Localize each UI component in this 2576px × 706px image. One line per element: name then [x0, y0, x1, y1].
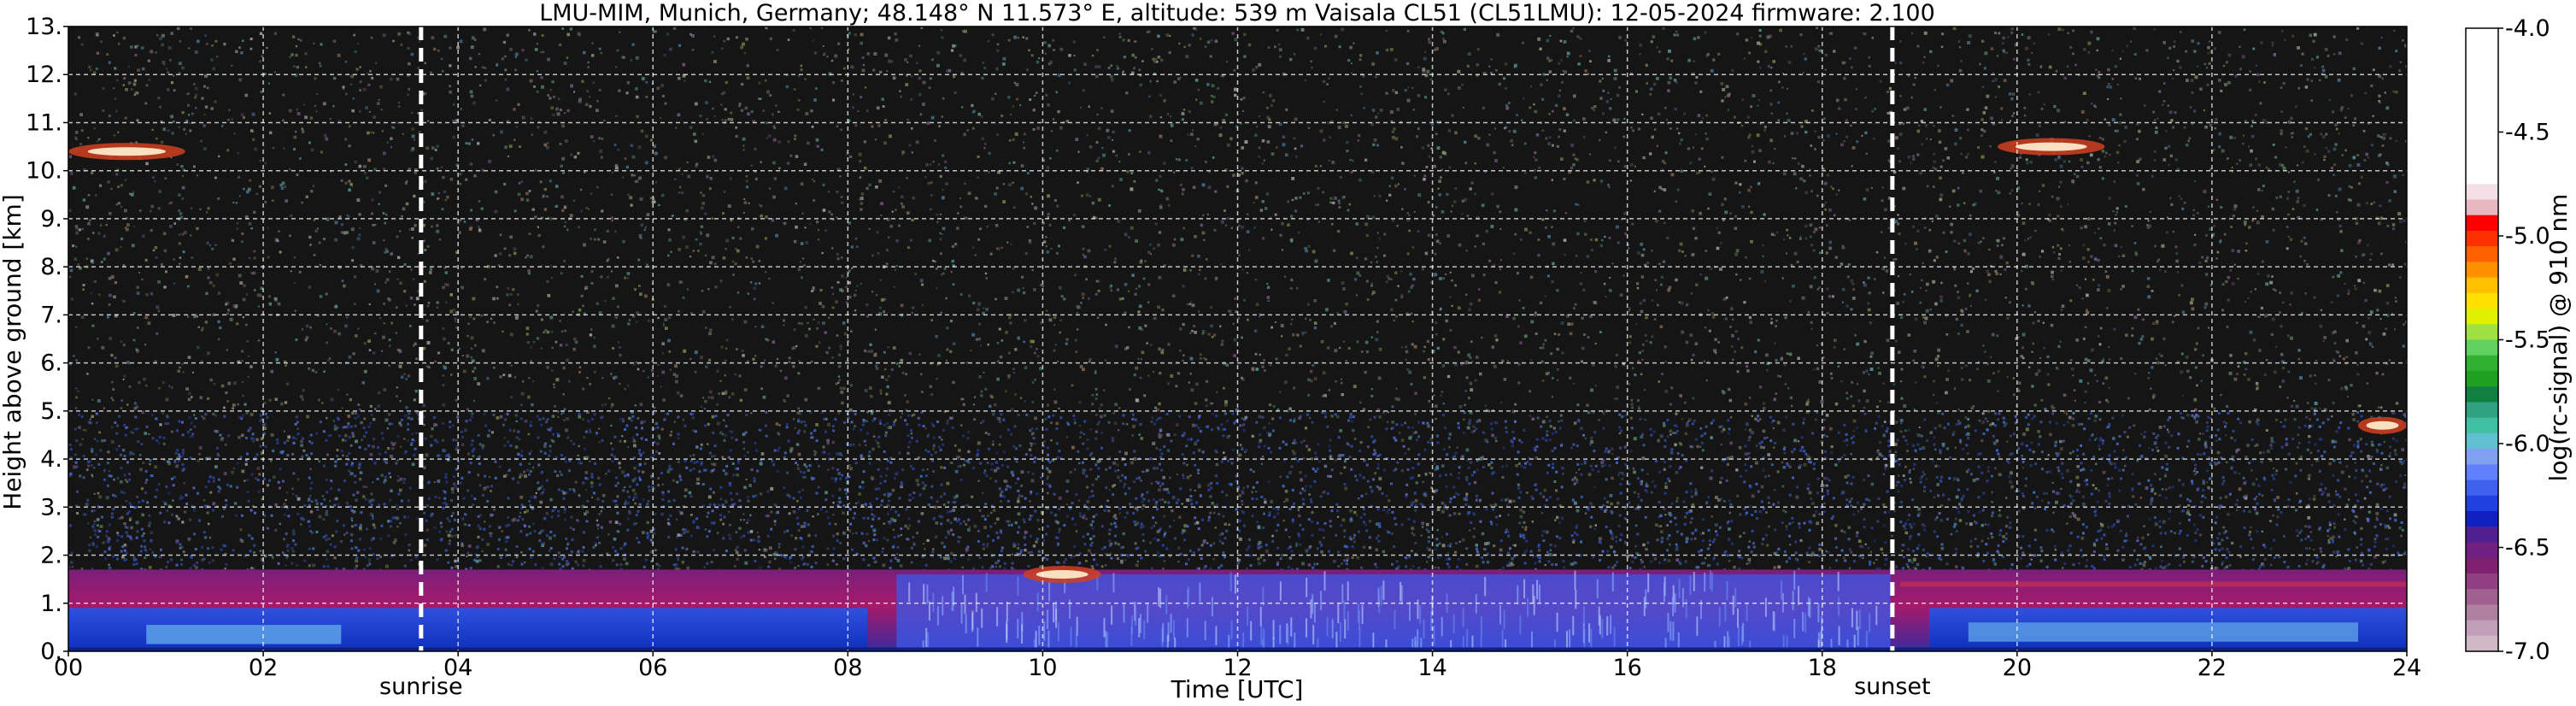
colorbar-tick-label: -5.5	[2505, 327, 2550, 354]
y-tick-label: 11.	[26, 109, 62, 136]
y-tick-label: 10.	[26, 158, 62, 185]
sunset-label: sunset	[1854, 674, 1931, 700]
y-tick-label: 1.	[40, 591, 62, 617]
evening-aerosol-patch	[1968, 622, 2358, 642]
colorbar-tick-label: -7.0	[2505, 638, 2550, 665]
colorbar-tick-label: -5.0	[2505, 223, 2550, 250]
x-tick-label: 22	[2198, 655, 2227, 681]
colorbar-label: log(rc-signal) @ 910 nm	[2544, 194, 2573, 482]
x-axis: 00 02 04 06 08 10 12 14 16 18 20 22 24	[54, 651, 2421, 681]
colorbar-gradient	[2466, 28, 2498, 652]
cloud-feature	[1023, 566, 1101, 583]
colorbar-tick-label: -4.5	[2505, 120, 2550, 146]
x-tick-label: 20	[2003, 655, 2032, 681]
y-tick-label: 3.	[40, 494, 62, 521]
cloud-feature	[1998, 138, 2105, 156]
mixing-layer	[896, 574, 1891, 651]
y-tick-label: 2.	[40, 543, 62, 569]
x-tick-label: 02	[249, 655, 278, 681]
plot-area: sunrise sunset	[67, 26, 2408, 700]
x-tick-label: 14	[1417, 655, 1446, 681]
y-tick-label: 5.	[40, 398, 62, 425]
y-tick-label: 8.	[40, 254, 62, 280]
noise-speckle	[68, 26, 2407, 651]
y-tick-label: 6.	[40, 350, 62, 377]
x-tick-label: 24	[2392, 655, 2421, 681]
x-tick-label: 04	[443, 655, 472, 681]
y-tick-label: 9.	[40, 206, 62, 232]
x-tick-label: 00	[54, 655, 83, 681]
x-tick-label: 16	[1612, 655, 1641, 681]
x-tick-label: 06	[638, 655, 667, 681]
y-axis-label: Height above ground [km]	[0, 194, 26, 510]
colorbar-tick-label: -6.0	[2505, 431, 2550, 457]
colorbar: -4.0 -4.5 -5.0 -5.5 -6.0 -6.5 -7.0	[2465, 15, 2550, 665]
x-tick-label: 18	[1808, 655, 1837, 681]
cloud-feature	[2358, 416, 2407, 434]
chart-title: LMU-MIM, Munich, Germany; 48.148° N 11.5…	[539, 0, 1935, 26]
y-tick-label: 0.	[40, 638, 62, 665]
x-tick-label: 10	[1028, 655, 1057, 681]
y-axis: 0. 1. 2. 3. 4. 5. 6. 7. 8. 9. 10. 11. 12. 13.	[26, 14, 68, 665]
y-tick-label: 12.	[26, 62, 62, 88]
colorbar-tick-label: -4.0	[2505, 15, 2550, 42]
sunrise-label: sunrise	[379, 674, 463, 700]
residual-layer-line	[1899, 581, 2407, 587]
y-tick-label: 13.	[26, 14, 62, 40]
y-tick-label: 4.	[40, 446, 62, 473]
cloud-feature	[68, 143, 185, 161]
surface-strip	[68, 647, 2407, 651]
x-tick-label: 08	[833, 655, 862, 681]
morning-aerosol-patch	[146, 625, 342, 644]
grid-lines	[68, 26, 2407, 651]
y-tick-label: 7.	[40, 302, 62, 328]
x-tick-label: 12	[1223, 655, 1252, 681]
colorbar-tick-label: -6.5	[2505, 535, 2550, 562]
x-axis-label: Time [UTC]	[1171, 675, 1304, 703]
